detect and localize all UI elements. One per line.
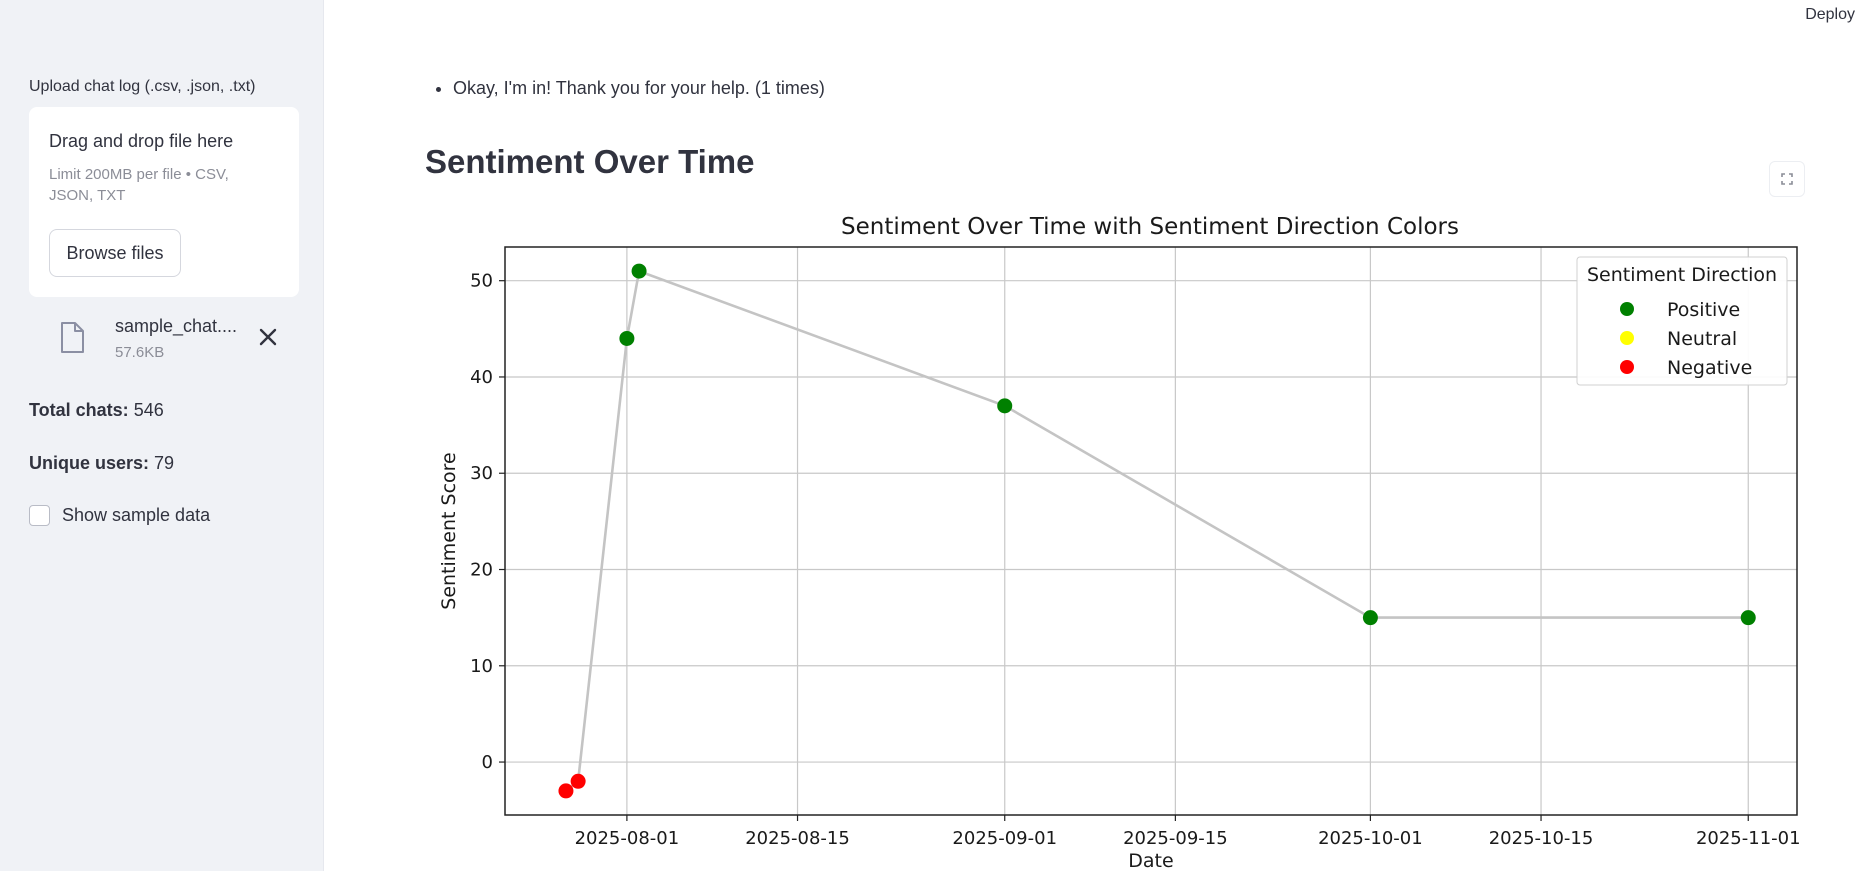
file-size: 57.6KB xyxy=(115,344,165,361)
x-tick-label: 2025-08-01 xyxy=(575,828,680,849)
total-chats-value: 546 xyxy=(133,400,164,420)
file-name: sample_chat.... xyxy=(115,316,238,336)
dropzone-title: Drag and drop file here xyxy=(49,131,234,151)
show-sample-label: Show sample data xyxy=(62,504,211,525)
uploaded-file: sample_chat.... 57.6KB xyxy=(29,312,299,368)
chart-legend: Sentiment Direction Positive Neutral Negat… xyxy=(1576,256,1788,386)
message-list: Okay, I'm in! Thank you for your help. (… xyxy=(425,78,825,99)
close-icon xyxy=(259,328,277,346)
fullscreen-icon xyxy=(1781,173,1793,185)
total-chats-stat: Total chats: 546 xyxy=(29,400,164,421)
page-title: Sentiment Over Time xyxy=(425,143,755,180)
list-item: Okay, I'm in! Thank you for your help. (… xyxy=(453,78,825,99)
sentiment-chart: Sentiment Over Time with Sentiment Direc… xyxy=(438,214,1801,871)
y-tick-label: 50 xyxy=(470,271,493,292)
y-tick-labels: 0 10 20 30 40 50 xyxy=(470,271,505,773)
y-tick-label: 20 xyxy=(470,560,493,581)
sidebar: Upload chat log (.csv, .json, .txt) Drag… xyxy=(0,0,324,871)
y-axis-label: Sentiment Score xyxy=(438,452,460,609)
y-tick-label: 30 xyxy=(470,463,493,484)
legend-marker-neutral xyxy=(1620,331,1634,345)
legend-marker-positive xyxy=(1620,302,1634,316)
data-point-negative xyxy=(558,783,574,799)
data-point-positive xyxy=(619,330,635,346)
series-line xyxy=(565,269,1749,792)
file-icon xyxy=(61,322,84,353)
data-point-negative xyxy=(570,773,586,789)
data-point-positive xyxy=(631,263,647,279)
legend-marker-negative xyxy=(1620,360,1634,374)
unique-users-value: 79 xyxy=(154,453,175,473)
x-tick-label: 2025-09-15 xyxy=(1123,828,1228,849)
legend-label-negative: Negative xyxy=(1667,357,1752,379)
remove-file-button[interactable] xyxy=(255,324,281,350)
legend-box xyxy=(1576,256,1788,386)
plot-frame xyxy=(504,246,1798,816)
x-tick-label: 2025-08-15 xyxy=(745,828,850,849)
data-point-positive xyxy=(997,398,1013,414)
x-axis-label: Date xyxy=(1128,850,1173,871)
chart-title: Sentiment Over Time with Sentiment Direc… xyxy=(841,214,1459,240)
show-sample-checkbox[interactable] xyxy=(29,504,50,526)
data-point-positive xyxy=(1740,610,1756,626)
y-tick-label: 0 xyxy=(482,752,493,773)
fullscreen-button[interactable] xyxy=(1769,161,1805,197)
x-tick-label: 2025-11-01 xyxy=(1696,828,1801,849)
file-dropzone[interactable]: Drag and drop file here Limit 200MB per … xyxy=(29,107,299,297)
series-line-group xyxy=(565,269,1749,792)
data-point-positive xyxy=(1362,610,1378,626)
x-tick-label: 2025-09-01 xyxy=(952,828,1057,849)
deploy-button[interactable]: Deploy xyxy=(1805,6,1855,23)
show-sample-toggle[interactable]: Show sample data xyxy=(29,503,210,527)
x-tick-label: 2025-10-15 xyxy=(1489,828,1594,849)
legend-title: Sentiment Direction xyxy=(1587,264,1777,286)
legend-label-positive: Positive xyxy=(1667,299,1740,321)
y-tick-label: 10 xyxy=(470,656,493,677)
unique-users-label: Unique users: xyxy=(29,453,150,473)
legend-label-neutral: Neutral xyxy=(1667,328,1737,350)
unique-users-stat: Unique users: 79 xyxy=(29,453,174,474)
browse-files-button[interactable]: Browse files xyxy=(49,229,181,277)
data-points xyxy=(558,263,1756,799)
y-tick-label: 40 xyxy=(470,367,493,388)
x-tick-label: 2025-10-01 xyxy=(1318,828,1423,849)
x-tick-labels: 2025-08-01 2025-08-15 2025-09-01 2025-09-15… xyxy=(575,815,1801,849)
upload-label: Upload chat log (.csv, .json, .txt) xyxy=(29,78,256,95)
dropzone-limit: Limit 200MB per file • CSV, JSON, TXT xyxy=(49,166,229,204)
total-chats-label: Total chats: xyxy=(29,400,129,420)
